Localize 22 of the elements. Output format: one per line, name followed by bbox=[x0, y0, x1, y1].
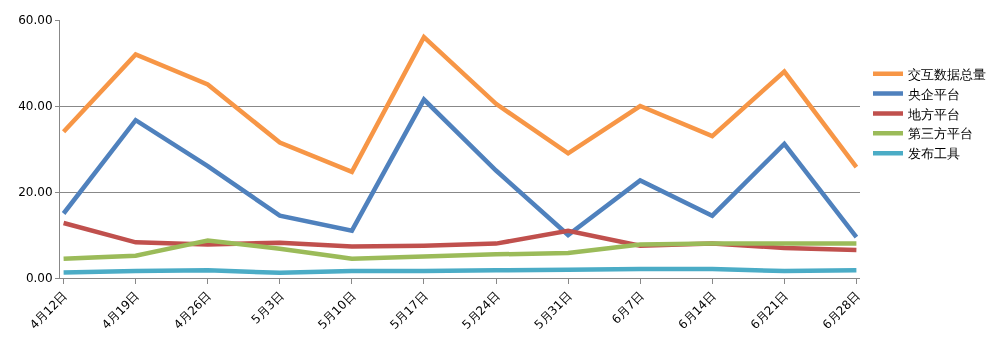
x-tick-label: 5月31日 bbox=[531, 288, 575, 332]
x-tick-label: 4月19日 bbox=[98, 288, 143, 332]
x-tick-label: 6月28日 bbox=[819, 288, 863, 332]
x-tick-label: 6月7日 bbox=[608, 288, 647, 327]
x-tick-label: 5月10日 bbox=[315, 288, 359, 332]
y-tick-label: 0.00 bbox=[25, 271, 53, 286]
x-tick-label: 6月21日 bbox=[747, 288, 791, 332]
legend-label: 地方平台 bbox=[907, 106, 960, 122]
x-tick-label: 4月26日 bbox=[171, 288, 215, 332]
x-tick-label: 5月24日 bbox=[459, 288, 503, 332]
legend-label: 交互数据总量 bbox=[908, 66, 986, 82]
legend-label: 第三方平台 bbox=[908, 126, 973, 142]
x-tick-label: 4月12日 bbox=[26, 288, 70, 332]
x-tick-label: 6月14日 bbox=[675, 288, 719, 332]
y-tick-label: 40.00 bbox=[18, 99, 53, 114]
y-tick-label: 60.00 bbox=[18, 13, 53, 28]
x-tick-label: 5月3日 bbox=[248, 288, 287, 327]
line-series bbox=[61, 238, 859, 261]
x-tick-label: 5月17日 bbox=[387, 288, 431, 332]
y-tick-label: 20.00 bbox=[18, 185, 53, 200]
legend-label: 央企平台 bbox=[908, 86, 960, 102]
legend-label: 发布工具 bbox=[908, 146, 960, 162]
